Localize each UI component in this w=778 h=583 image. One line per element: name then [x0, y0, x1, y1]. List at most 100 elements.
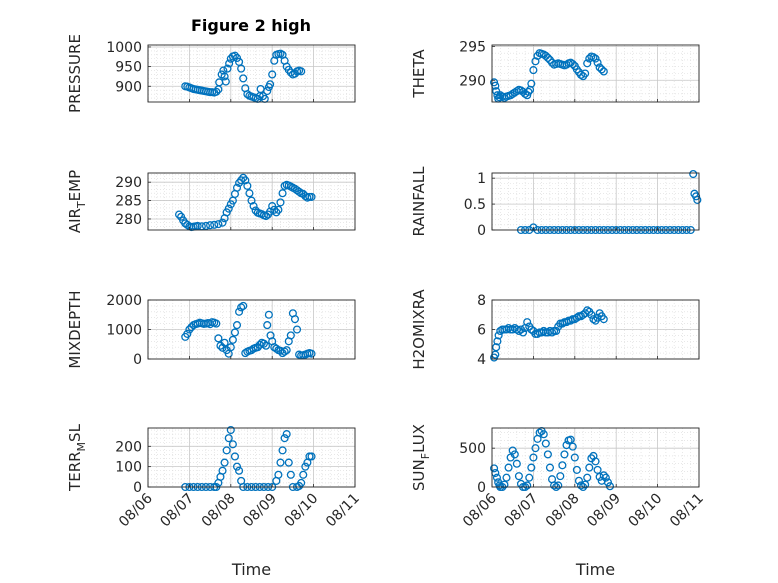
data-point [492, 473, 502, 482]
y-tick-label: 295 [459, 39, 486, 55]
data-point [589, 451, 598, 460]
data-point [502, 473, 511, 482]
data-point [529, 66, 538, 75]
x-tick-label: 08/06 [116, 490, 156, 530]
data-point [235, 307, 244, 316]
data-point [543, 53, 552, 62]
data-point [175, 210, 184, 219]
data-point [232, 321, 242, 330]
data-point [524, 87, 533, 96]
data-point [514, 326, 523, 336]
y-tick-label: 0 [133, 480, 142, 496]
data-point [218, 218, 227, 227]
data-point [490, 464, 499, 473]
data-point [286, 331, 295, 340]
data-point [605, 482, 615, 491]
data-point [230, 51, 239, 60]
x-tick-label: 08/10 [282, 491, 322, 531]
data-point [560, 450, 569, 459]
x-tick-label: 08/09 [584, 491, 624, 531]
data-point [603, 478, 612, 487]
data-point [541, 51, 550, 60]
data-point [261, 341, 271, 350]
axes-frame [147, 44, 356, 103]
y-tick-label: 1 [477, 171, 486, 187]
data-point [276, 198, 285, 207]
data-point [274, 205, 283, 214]
y-axis-label: THETA [410, 49, 428, 99]
y-axis-label: H2OMIXRA [410, 289, 428, 370]
data-point [224, 204, 233, 213]
data-point [570, 453, 579, 462]
data-point [556, 472, 565, 481]
data-point [228, 440, 237, 449]
data-point [185, 325, 194, 334]
data-point [593, 58, 602, 67]
data-point [243, 90, 252, 99]
y-axis-label: TERRMSL [66, 423, 88, 492]
data-point [230, 328, 239, 337]
data-point [493, 337, 502, 346]
data-point [558, 461, 567, 470]
data-point [589, 53, 598, 62]
y-tick-label: 0 [477, 480, 486, 496]
data-point [541, 439, 550, 448]
data-point [282, 430, 291, 439]
data-point [545, 463, 555, 472]
subplot-5: 0 1000 2000 MIXDEPTH [66, 290, 356, 369]
subplot-2: 290 295 THETA [410, 39, 700, 103]
data-point [492, 343, 501, 352]
data-point [295, 187, 304, 196]
data-point [280, 347, 289, 356]
data-point [272, 344, 281, 353]
data-point [597, 65, 606, 74]
data-point [599, 67, 608, 76]
axes-frame [491, 427, 700, 488]
data-point [512, 325, 521, 334]
data-point [278, 446, 287, 455]
data-point [230, 452, 239, 461]
data-point [576, 481, 586, 490]
data-point [282, 346, 291, 355]
y-axis-label: SUNFLUX [410, 424, 432, 491]
x-tick-label: 08/06 [460, 490, 500, 530]
data-point [562, 318, 571, 327]
data-point [518, 328, 528, 337]
data-point [550, 481, 559, 490]
data-point [574, 476, 583, 485]
data-point [232, 53, 242, 63]
data-point [568, 59, 577, 69]
data-point [193, 221, 202, 231]
data-point [599, 315, 608, 324]
data-point [220, 458, 229, 467]
x-tick-label: 08/09 [240, 491, 280, 531]
data-point [263, 321, 272, 330]
x-tick-label: 08/08 [199, 491, 239, 531]
data-point [558, 319, 567, 328]
data-point [276, 458, 285, 467]
data-point [226, 425, 235, 435]
data-point [566, 435, 575, 444]
data-point [261, 211, 271, 221]
data-point [523, 318, 532, 327]
data-point [508, 446, 517, 455]
data-point [595, 63, 604, 72]
y-tick-label: 0.5 [464, 197, 486, 213]
data-point [514, 472, 523, 481]
data-point [268, 70, 277, 79]
data-point [264, 310, 273, 319]
data-point [284, 458, 293, 467]
data-point [280, 434, 289, 443]
data-point [576, 70, 586, 79]
data-point [226, 343, 235, 352]
y-tick-label: 290 [115, 175, 142, 191]
data-point [307, 192, 316, 201]
data-point [286, 470, 295, 479]
y-tick-label: 0 [133, 352, 142, 368]
data-point [585, 463, 594, 472]
data-point [543, 450, 552, 459]
data-point [224, 434, 233, 443]
data-point [292, 325, 302, 334]
y-axis-label: MIXDEPTH [66, 290, 84, 368]
data-point [218, 466, 227, 475]
